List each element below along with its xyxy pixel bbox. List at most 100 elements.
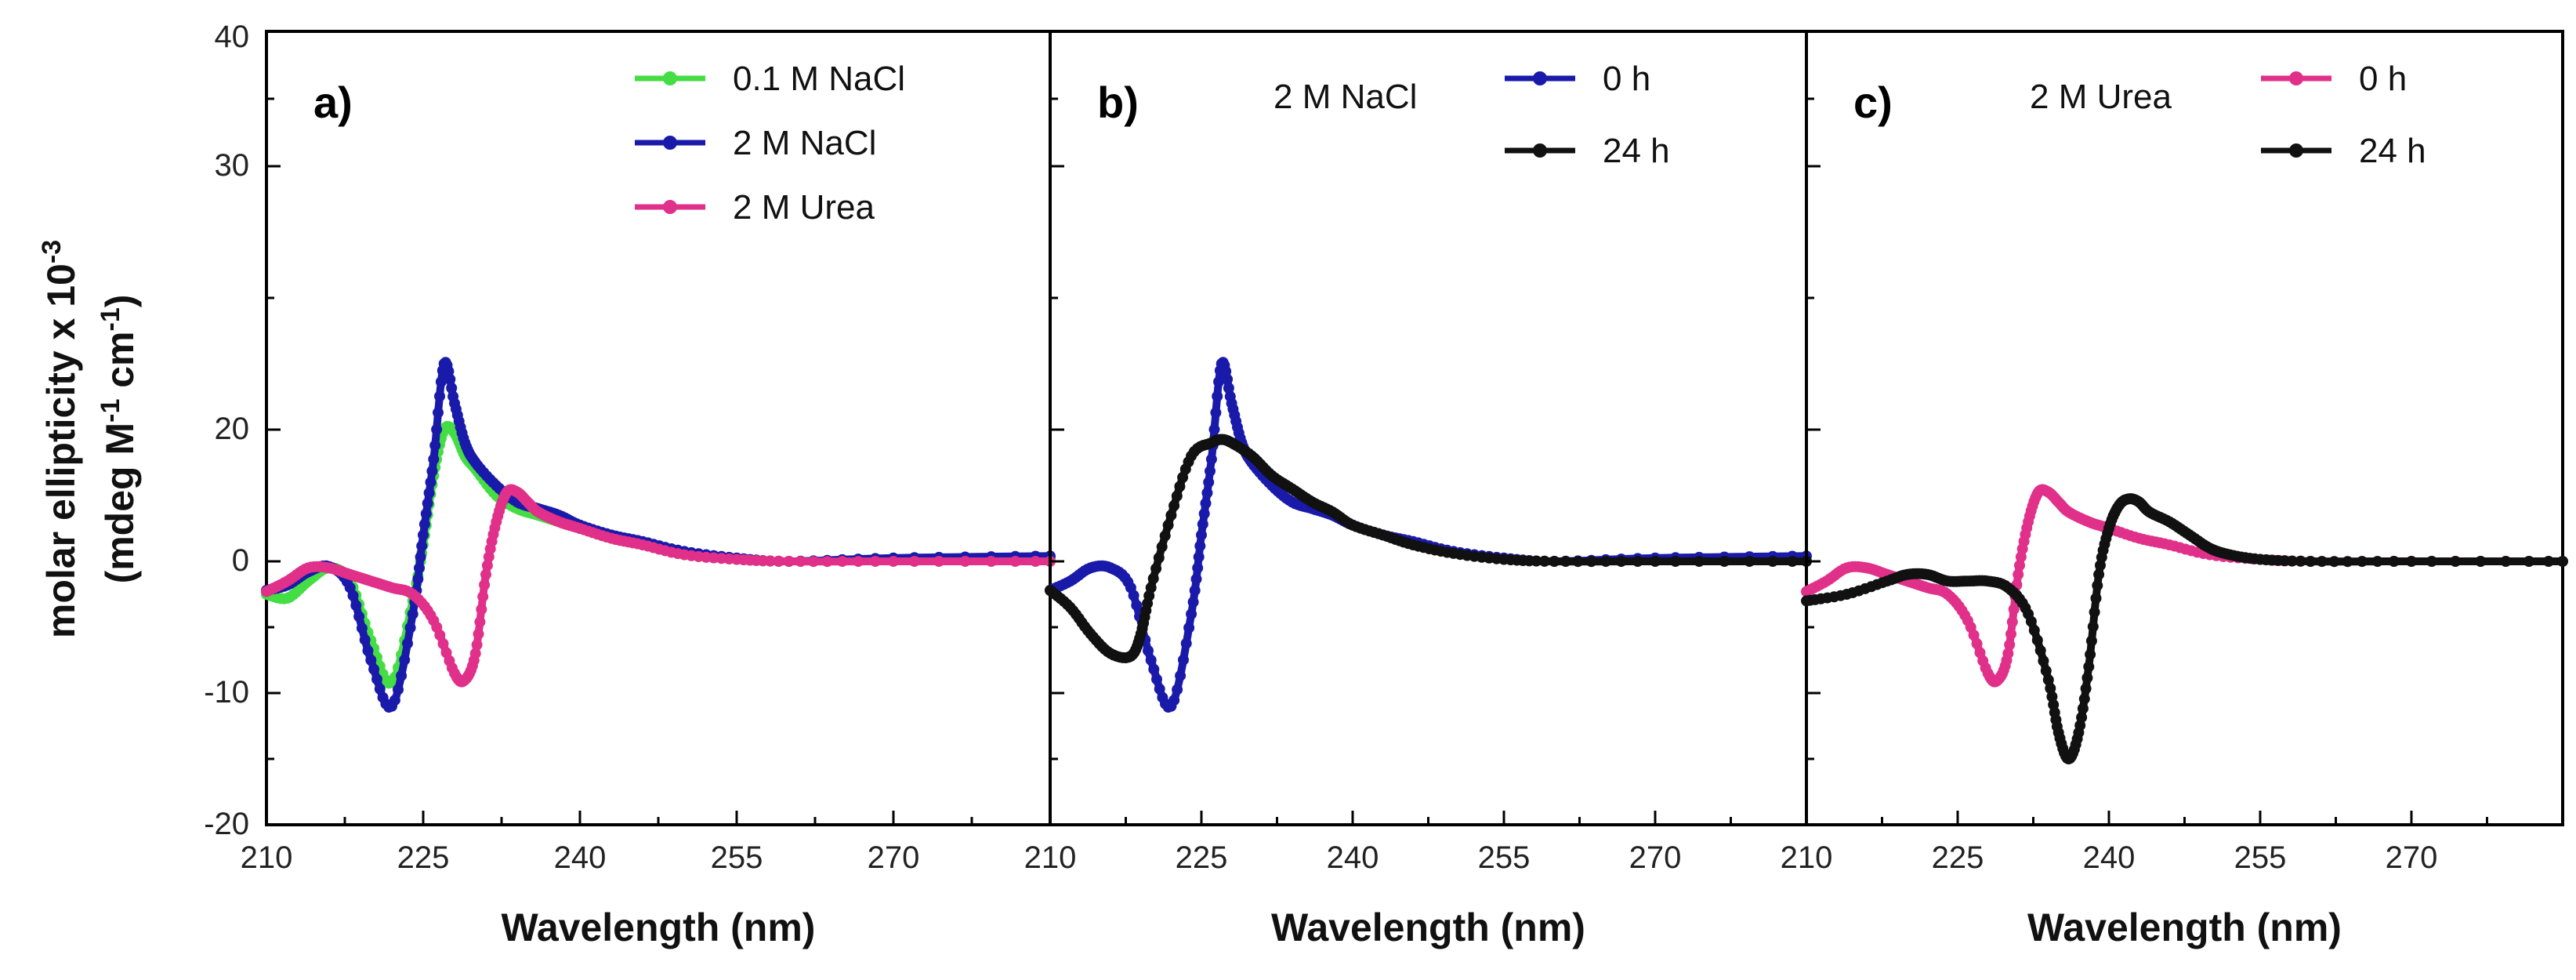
data-point	[869, 556, 881, 567]
data-point	[1180, 637, 1192, 649]
panel-label: c)	[1853, 78, 1893, 127]
legend-swatch-marker	[2289, 143, 2303, 158]
data-point	[1615, 556, 1627, 568]
legend-label: 0.1 M NaCl	[733, 60, 905, 98]
data-point	[389, 695, 400, 706]
y-axis-title-exponent: -3	[37, 240, 67, 263]
data-point	[1971, 638, 1983, 650]
y-axis-title-text: molar ellipticity x 10	[39, 263, 83, 638]
data-point	[795, 556, 806, 568]
data-point	[1650, 556, 1661, 567]
data-point	[1153, 552, 1165, 564]
y-axis-title-line1: molar ellipticity x 10-3	[37, 240, 83, 638]
data-point	[418, 518, 430, 530]
data-point	[479, 579, 491, 590]
data-point	[773, 555, 784, 567]
data-point	[2388, 556, 2400, 567]
data-point	[2286, 555, 2298, 567]
data-point	[1531, 555, 1542, 567]
data-point	[821, 556, 833, 568]
legend-label: 24 h	[1603, 132, 1670, 170]
data-point	[1719, 556, 1730, 567]
x-tick-label: 270	[1629, 840, 1682, 875]
series-24-h	[1045, 434, 1812, 663]
data-point	[2426, 556, 2437, 567]
legend-label: 0 h	[1603, 60, 1650, 98]
data-point	[425, 477, 437, 488]
data-point	[1212, 390, 1223, 402]
y-tick-labels: -20 -10 0 20 30 40	[204, 20, 249, 841]
data-point	[402, 637, 413, 649]
condition-label: 2 M Urea	[2030, 78, 2172, 116]
data-point	[1201, 487, 1213, 499]
data-point	[1744, 556, 1755, 567]
data-point	[2028, 625, 2040, 636]
data-point	[2523, 556, 2534, 567]
data-point	[2045, 683, 2056, 694]
data-point	[1572, 556, 1584, 568]
data-point	[420, 508, 432, 520]
data-point	[480, 568, 491, 580]
data-point	[1171, 490, 1183, 502]
series-2-m-urea	[261, 484, 1056, 688]
y-tick-label: 0	[232, 543, 249, 578]
data-point	[1172, 684, 1183, 695]
data-point	[444, 373, 456, 385]
data-point	[1198, 508, 1210, 520]
data-point	[2008, 604, 2020, 615]
data-point	[2089, 606, 2100, 618]
panel-c: 210 225 240 255 270 Wavelength (nm) c) 2 M Urea…	[1781, 30, 2568, 949]
data-point	[446, 383, 458, 394]
data-point	[1178, 654, 1189, 666]
data-point	[2093, 568, 2105, 580]
data-point	[1147, 573, 1159, 584]
data-point	[429, 440, 441, 452]
y-tick-label: 40	[215, 20, 250, 54]
data-point	[2085, 635, 2097, 647]
x-tick-label: 255	[1478, 840, 1531, 875]
data-point	[393, 684, 404, 695]
data-point	[908, 556, 920, 567]
x-tick-label: 225	[1176, 840, 1228, 875]
data-point	[1192, 562, 1204, 574]
data-point	[2295, 555, 2306, 567]
data-point	[959, 556, 971, 567]
data-point	[2316, 556, 2328, 568]
data-point	[1600, 556, 1611, 568]
x-tick-label: 270	[868, 840, 920, 875]
data-point	[1968, 630, 1980, 641]
data-point	[1196, 529, 1207, 541]
panel-a: 210 225 240 255 270 Wavelength (nm) a) 0.1 M Na…	[241, 30, 1056, 949]
data-point	[764, 555, 776, 567]
y-axis-units-sup2: -1	[96, 307, 125, 331]
legend-label: 0 h	[2359, 60, 2407, 98]
legend-swatch-marker	[663, 200, 677, 214]
panel-label: a)	[313, 78, 353, 127]
legend-swatch-marker	[1533, 71, 1547, 85]
data-point	[396, 670, 408, 681]
data-point	[1197, 518, 1208, 530]
data-point	[1187, 596, 1199, 608]
data-point	[440, 647, 452, 659]
series-24-h	[1801, 493, 2568, 764]
x-tick-label: 240	[554, 840, 607, 875]
data-point	[1222, 373, 1234, 385]
data-point	[412, 573, 424, 585]
legend-label: 24 h	[2359, 132, 2426, 170]
data-point	[783, 556, 795, 567]
condition-label: 2 M NaCl	[1274, 78, 1417, 116]
data-point	[426, 465, 438, 477]
data-point	[1210, 407, 1222, 419]
data-point	[1168, 500, 1180, 511]
y-tick-label: -10	[204, 675, 249, 710]
data-point	[356, 622, 368, 634]
data-point	[2450, 556, 2462, 567]
data-point	[2005, 628, 2016, 640]
data-point	[2357, 556, 2368, 568]
data-point	[2004, 639, 2016, 651]
data-point	[428, 453, 440, 465]
data-point	[1174, 481, 1186, 492]
data-point	[474, 616, 486, 628]
data-point	[2042, 674, 2054, 686]
